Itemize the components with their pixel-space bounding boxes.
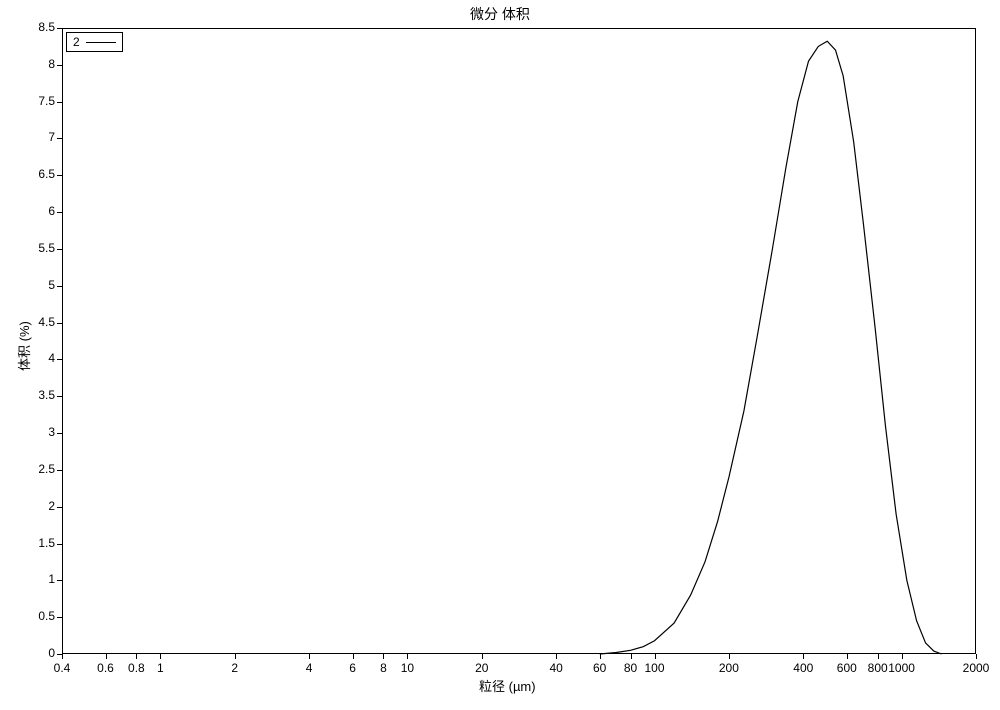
distribution-curve bbox=[600, 41, 942, 654]
legend: 2 bbox=[66, 32, 123, 52]
series-line bbox=[0, 0, 1000, 710]
legend-line-sample bbox=[86, 42, 116, 43]
legend-label: 2 bbox=[73, 35, 80, 49]
